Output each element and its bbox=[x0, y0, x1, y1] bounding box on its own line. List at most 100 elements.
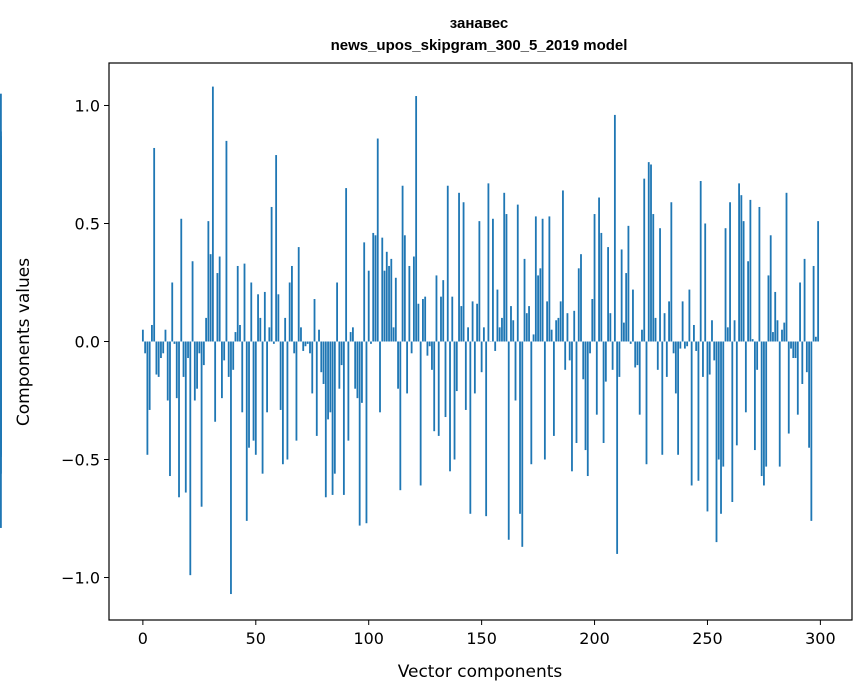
bar-26 bbox=[200, 341, 203, 507]
bar-258 bbox=[724, 228, 727, 342]
bar-200 bbox=[593, 214, 596, 342]
bar-285 bbox=[785, 192, 788, 342]
bar-277 bbox=[767, 275, 770, 342]
bar-2 bbox=[146, 341, 149, 455]
bar-123 bbox=[419, 341, 422, 486]
bar-250 bbox=[706, 341, 709, 512]
bar-116 bbox=[403, 235, 406, 342]
bar-193 bbox=[577, 268, 580, 342]
bar-128 bbox=[431, 341, 433, 370]
bar-236 bbox=[674, 341, 677, 394]
bar-234 bbox=[670, 202, 673, 342]
bar-135 bbox=[446, 185, 449, 342]
bar-38 bbox=[227, 341, 230, 377]
bar-257 bbox=[722, 341, 725, 467]
bar-4 bbox=[151, 324, 153, 342]
bar-253 bbox=[713, 341, 716, 361]
bar-83 bbox=[329, 341, 332, 413]
bar-111 bbox=[392, 327, 395, 342]
bar-18 bbox=[182, 341, 185, 377]
bar-13 bbox=[171, 282, 174, 342]
bar-201 bbox=[595, 341, 598, 415]
bar-144 bbox=[467, 327, 469, 342]
bar-281 bbox=[776, 320, 779, 342]
bar-256 bbox=[720, 341, 722, 514]
bar-110 bbox=[390, 258, 393, 342]
bar-198 bbox=[589, 341, 591, 354]
bar-78 bbox=[318, 329, 320, 342]
bar-216 bbox=[629, 341, 632, 344]
bar-57 bbox=[270, 206, 273, 342]
bar-243 bbox=[690, 341, 693, 486]
bar-undefined bbox=[0, 93, 2, 342]
bar-60 bbox=[277, 294, 280, 342]
bar-52 bbox=[259, 317, 262, 342]
bar-212 bbox=[620, 249, 623, 342]
bar-115 bbox=[401, 185, 404, 342]
x-tick-label: 300 bbox=[805, 629, 836, 648]
bar-84 bbox=[331, 341, 334, 495]
bar-254 bbox=[715, 341, 718, 543]
bar-192 bbox=[575, 341, 578, 443]
bar-66 bbox=[291, 265, 293, 342]
bar-165 bbox=[514, 341, 517, 401]
bar-182 bbox=[552, 341, 555, 436]
bar-51 bbox=[257, 294, 259, 342]
bar-220 bbox=[638, 341, 641, 415]
bar-249 bbox=[704, 223, 707, 342]
bar-65 bbox=[288, 282, 291, 342]
bar-67 bbox=[293, 341, 296, 354]
bar-126 bbox=[426, 341, 429, 356]
bar-233 bbox=[668, 301, 670, 342]
bar-31 bbox=[211, 86, 214, 342]
bar-171 bbox=[528, 306, 530, 342]
bar-189 bbox=[568, 341, 571, 361]
bar-160 bbox=[503, 192, 506, 342]
bar-232 bbox=[665, 341, 668, 377]
bar-225 bbox=[650, 164, 652, 342]
bar-48 bbox=[250, 282, 253, 342]
bar-222 bbox=[643, 178, 646, 342]
bar-131 bbox=[437, 341, 440, 436]
bar-194 bbox=[580, 254, 582, 342]
bar-3 bbox=[148, 341, 151, 410]
bar-120 bbox=[412, 256, 415, 342]
bar-95 bbox=[356, 341, 359, 399]
bar-290 bbox=[796, 341, 799, 415]
bar-274 bbox=[760, 341, 763, 477]
bar-54 bbox=[263, 291, 266, 342]
bar-138 bbox=[453, 341, 456, 460]
bar-20 bbox=[187, 341, 189, 359]
bar-35 bbox=[221, 341, 223, 399]
bar-235 bbox=[672, 341, 675, 354]
bar-163 bbox=[510, 306, 512, 342]
bar-251 bbox=[708, 341, 711, 375]
bar-288 bbox=[792, 341, 795, 359]
bar-79 bbox=[320, 341, 323, 373]
bar-214 bbox=[625, 273, 628, 342]
bar-undefined bbox=[0, 341, 2, 443]
bar-25 bbox=[198, 341, 201, 354]
bar-32 bbox=[214, 341, 217, 422]
bar-223 bbox=[645, 341, 648, 465]
bar-129 bbox=[433, 341, 436, 432]
bar-7 bbox=[157, 341, 160, 377]
bar-296 bbox=[810, 341, 813, 521]
bar-295 bbox=[808, 341, 810, 448]
bar-169 bbox=[523, 258, 526, 342]
bar-206 bbox=[607, 247, 609, 342]
bar-75 bbox=[311, 341, 314, 394]
bar-170 bbox=[525, 313, 528, 342]
bar-136 bbox=[449, 341, 451, 472]
bar-161 bbox=[505, 214, 508, 342]
bar-287 bbox=[790, 341, 792, 349]
bar-167 bbox=[519, 341, 521, 514]
bar-269 bbox=[749, 199, 752, 342]
chart-title: занавес bbox=[450, 15, 509, 32]
bar-36 bbox=[223, 341, 226, 361]
bar-132 bbox=[440, 296, 442, 342]
bar-12 bbox=[169, 341, 171, 477]
bar-156 bbox=[494, 341, 497, 351]
bar-91 bbox=[347, 341, 350, 441]
bar-130 bbox=[435, 275, 438, 342]
